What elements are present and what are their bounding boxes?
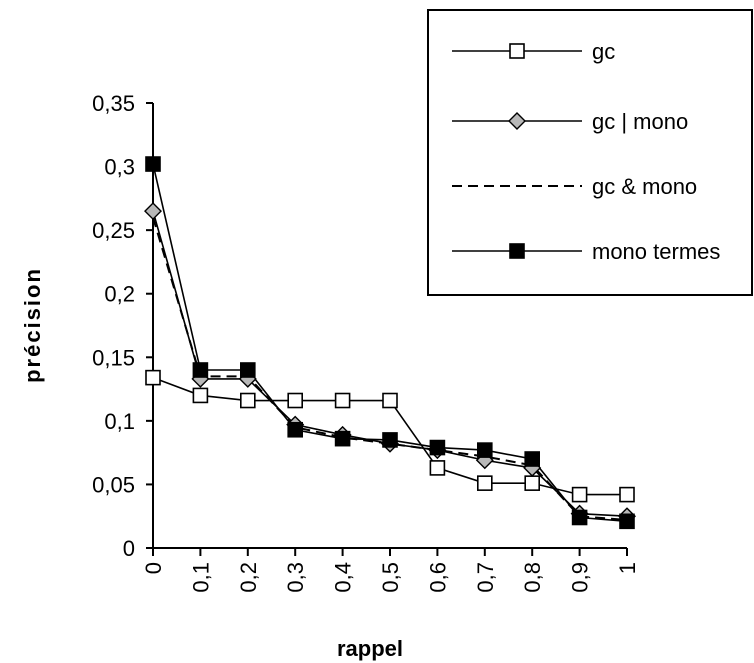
data-point [145,369,161,386]
legend-label: mono termes [592,239,720,264]
data-point [429,460,446,476]
y-tick-label: 0,15 [92,345,135,370]
legend-label: gc & mono [592,174,697,199]
data-point [192,362,209,378]
data-point [287,421,304,438]
y-tick-label: 0,25 [92,218,135,243]
legend-label: gc [592,39,615,64]
x-tick-label: 0,6 [425,562,450,593]
x-tick-label: 0,1 [188,562,213,593]
y-axis-title: précision [20,267,45,383]
data-point [240,392,256,409]
y-tick-label: 0 [123,536,135,561]
data-point [240,362,256,378]
x-tick-label: 0,3 [283,562,308,593]
data-point [145,156,161,172]
legend: gc gc | mono gc & mono mono termes [427,9,753,296]
x-tick-label: 0,8 [520,562,545,593]
legend-marker [508,112,526,130]
data-point [382,392,398,409]
axes [146,102,628,556]
legend-label: gc | mono [592,109,688,134]
y-tick-label: 0,3 [104,155,135,180]
legend-box [427,9,753,296]
data-point [524,475,541,491]
x-tick-label: 0 [141,562,166,574]
x-tick-label: 0,4 [331,562,356,593]
y-tick-label: 0,05 [92,472,135,497]
legend-marker [509,43,525,59]
x-tick-label: 0,2 [236,562,261,593]
data-point [571,486,588,503]
data-point [571,509,588,526]
x-axis-title: rappel [337,636,403,661]
data-point [192,387,209,404]
x-tick-label: 1 [615,562,640,574]
y-tick-label: 0,1 [104,409,135,434]
data-point [429,439,446,456]
data-point [334,430,351,447]
data-point [619,486,635,503]
y-tick-label: 0,35 [92,91,135,116]
data-point [476,475,493,491]
series-layer [144,156,636,530]
x-tick-label: 0,5 [378,562,403,593]
y-tick-label: 0,2 [104,282,135,307]
data-point [144,202,162,221]
x-tick-label: 0,9 [568,562,593,593]
data-point [334,392,351,409]
data-point [619,513,635,530]
data-point [524,451,541,467]
axis-labels: 0 0,05 0,1 0,15 0,2 0,25 0,3 0,35 0 0,1 0,2 0,3 0,4 0… [92,91,640,593]
legend-marker [509,243,525,259]
x-tick-label: 0,7 [473,562,498,593]
data-point [476,442,493,458]
data-point [287,392,304,409]
data-point [382,432,398,448]
